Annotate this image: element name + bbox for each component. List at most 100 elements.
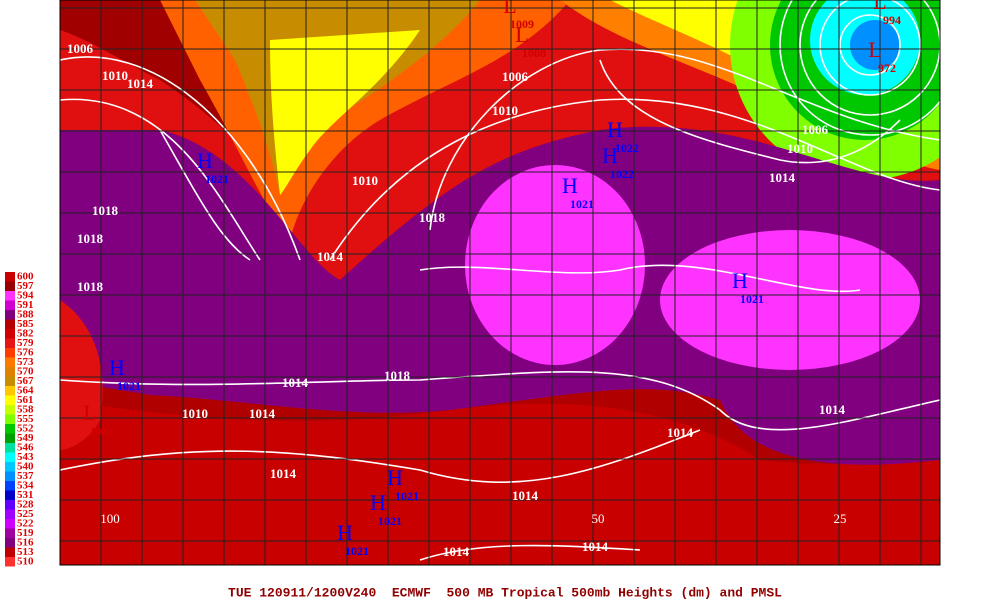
colorbar-swatch [5,348,15,358]
colorbar: 6005975945915885855825795765735705675645… [5,270,34,567]
colorbar-swatch [5,357,15,367]
colorbar-swatch [5,471,15,481]
colorbar-swatch [5,281,15,291]
contours [60,0,940,561]
colorbar-label: 600 [17,270,34,282]
isobar-label: 1014 [667,425,694,440]
pressure-center-value: 1022 [610,167,634,181]
isobar-label: 1018 [77,279,104,294]
colorbar-swatch [5,291,15,301]
colorbar-swatch [5,414,15,424]
colorbar-label: 513 [17,546,34,558]
colorbar-swatch [5,452,15,462]
isobar-label: 1014 [512,488,539,503]
pressure-center-value: 1021 [570,197,594,211]
pressure-center-value: 1009 [510,17,534,31]
colorbar-label: 561 [17,394,34,406]
colorbar-label: 552 [17,422,34,434]
colorbar-label: 585 [17,318,34,330]
longitude-label: 25 [834,511,847,526]
colorbar-swatch [5,367,15,377]
footer-title: TUE 120911/1200V240 ECMWF 500 MB Tropica… [228,585,782,600]
isobar-label: 1018 [419,210,446,225]
colorbar-swatch [5,338,15,348]
colorbar-swatch [5,481,15,491]
pressure-center-value: 1008 [522,46,546,60]
colorbar-label: 573 [17,356,34,368]
colorbar-swatch [5,443,15,453]
colorbar-swatch [5,433,15,443]
colorbar-label: 597 [17,280,34,292]
colorbar-swatch [5,405,15,415]
pressure-center-value: 1021 [395,489,419,503]
isobar-label: 1014 [282,375,309,390]
pressure-center-letter: H [562,173,578,198]
colorbar-label: 570 [17,365,34,377]
isobar-label: 1010 [787,141,813,156]
pressure-center-letter: L [83,400,96,425]
isobar-label: 1018 [77,231,104,246]
pressure-center-value: 1021 [345,544,369,558]
colorbar-label: 567 [17,375,34,387]
pressure-center-letter: H [109,355,125,380]
colorbar-label: 534 [17,479,34,491]
colorbar-label: 588 [17,308,34,320]
colorbar-swatch [5,386,15,396]
colorbar-label: 525 [17,508,34,520]
isobar-label: 1018 [92,203,119,218]
pressure-center-letter: L [868,37,881,62]
colorbar-swatch [5,538,15,548]
pressure-center-value: 1021 [117,379,141,393]
lat-lon-grid [60,0,940,565]
colorbar-label: 579 [17,337,34,349]
colorbar-label: 537 [17,470,34,482]
isobar-label: 1014 [819,402,846,417]
map-frame [59,0,941,566]
pressure-center-letter: H [337,520,353,545]
isobar-label: 1014 [249,406,276,421]
pressure-center-letter: H [370,490,386,515]
isobar-label: 1010 [492,103,518,118]
pressure-center-value: 1021 [378,514,402,528]
isobar-label: 1014 [317,249,344,264]
colorbar-label: 519 [17,527,34,539]
isobar-label: 1006 [802,122,829,137]
colorbar-label: 582 [17,327,34,339]
colorbar-swatch [5,490,15,500]
colorbar-label: 555 [17,413,34,425]
pressure-center-value: 1022 [615,141,639,155]
colorbar-swatch [5,424,15,434]
colorbar-swatch [5,462,15,472]
pressure-center-value: 1021 [740,292,764,306]
colorbar-label: 531 [17,489,34,501]
colorbar-label: 576 [17,346,34,358]
pressure-center-letter: H [732,268,748,293]
colorbar-label: 540 [17,460,34,472]
isobar-label: 1014 [270,466,297,481]
colorbar-label: 594 [17,289,34,301]
pressure-center-value: 1010 [90,424,114,438]
pressure-center-letter: L [515,22,528,47]
colorbar-swatch [5,300,15,310]
colorbar-label: 528 [17,498,34,510]
pressure-center-letter: H [197,148,213,173]
isobar-label: 1018 [384,368,411,383]
isobar-label: 1014 [443,544,470,559]
longitude-label: 100 [100,511,120,526]
colorbar-swatch [5,547,15,557]
colorbar-label: 564 [17,384,34,396]
isobar-label: 1014 [127,76,154,91]
isobar-label: 1014 [769,170,796,185]
colorbar-swatch [5,500,15,510]
isobar-label: 1006 [502,69,529,84]
colorbar-swatch [5,310,15,320]
pressure-center-letter: H [387,465,403,490]
map-labels: 100 50 25100610101014101810181018101410181… [67,0,901,559]
colorbar-swatch [5,519,15,529]
pressure-center-letter: L [503,0,516,18]
colorbar-label: 546 [17,441,34,453]
colorbar-label: 558 [17,403,34,415]
isobar-label: 1010 [182,406,208,421]
isobar-label: 1014 [582,539,609,554]
